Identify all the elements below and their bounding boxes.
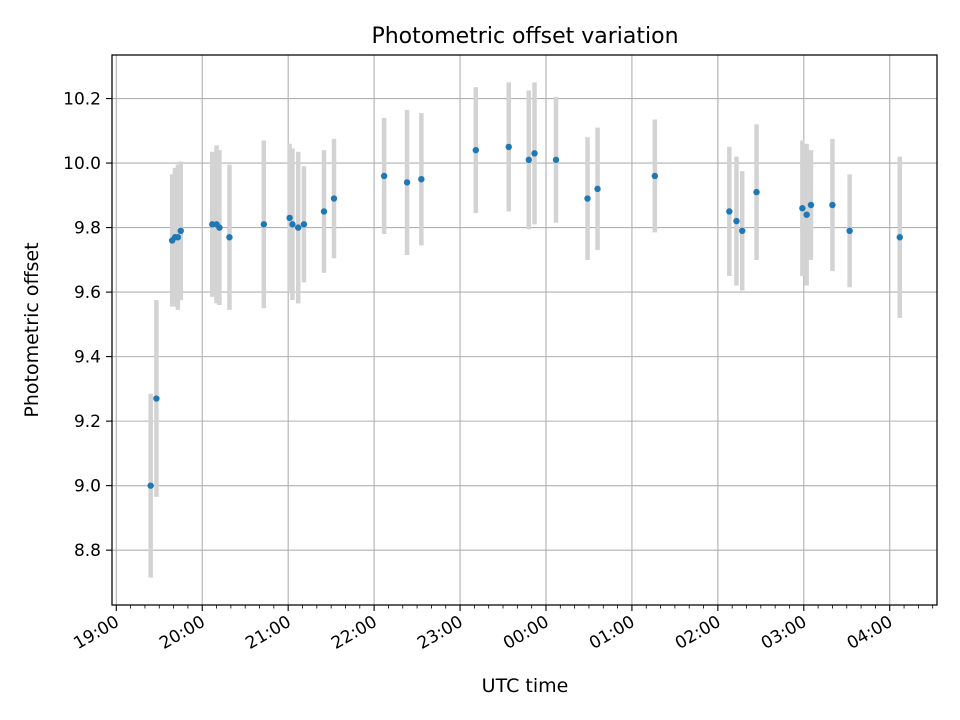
y-tick-label: 9.6 (74, 283, 101, 303)
data-point (300, 221, 308, 228)
data-point (380, 172, 388, 180)
y-tick-label: 9.0 (74, 477, 101, 497)
y-tick-label: 9.4 (74, 348, 101, 368)
data-point (726, 208, 733, 215)
y-tick-label: 8.8 (74, 541, 101, 561)
data-point (733, 217, 740, 225)
y-tick-label: 10.0 (63, 154, 101, 174)
data-points (147, 143, 903, 489)
grid (112, 55, 937, 605)
y-tick-label: 9.2 (74, 412, 101, 432)
data-point (174, 234, 182, 241)
data-point (846, 227, 853, 235)
chart-title: Photometric offset variation (371, 24, 678, 49)
data-point (289, 221, 296, 228)
plot-area-frame (111, 54, 938, 606)
data-point (803, 211, 810, 218)
data-point (226, 234, 233, 241)
data-point (330, 195, 338, 202)
data-point (799, 205, 806, 212)
data-point (594, 185, 601, 193)
data-point (896, 234, 903, 241)
y-axis-ticks: 8.8 9.0 9.2 9.4 9.6 9.8 10.0 10.2 (63, 90, 112, 561)
data-point (153, 395, 160, 402)
data-point (584, 195, 591, 202)
data-point (147, 482, 154, 489)
data-point (294, 224, 302, 231)
data-point (552, 156, 560, 164)
data-point (403, 179, 411, 186)
data-point (418, 175, 425, 183)
data-point (753, 188, 760, 196)
data-point (525, 156, 532, 164)
data-point (739, 227, 746, 235)
data-point (505, 143, 512, 151)
data-point (807, 201, 815, 209)
x-axis-label: UTC time (482, 675, 569, 697)
data-point (472, 146, 480, 154)
y-tick-label: 9.8 (74, 219, 101, 239)
data-point (531, 150, 538, 157)
data-point (651, 172, 659, 180)
data-point (260, 221, 268, 228)
data-point (177, 227, 184, 235)
y-axis-label: Photometric offset (21, 242, 43, 417)
data-point (320, 208, 328, 215)
data-point (286, 214, 293, 222)
y-tick-label: 10.2 (63, 90, 101, 110)
data-point (216, 224, 223, 231)
data-point (829, 201, 836, 209)
